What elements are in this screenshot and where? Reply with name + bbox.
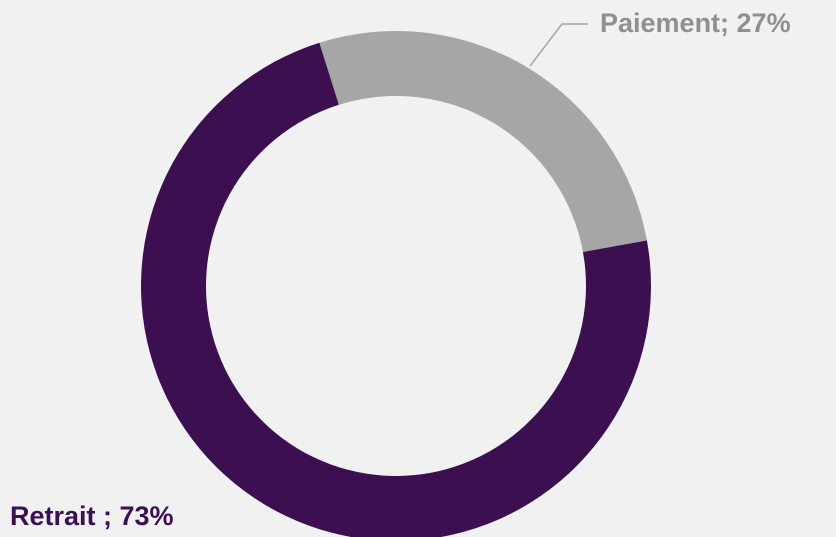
leader-line — [529, 23, 588, 67]
data-label: Retrait ; 73% — [10, 501, 174, 531]
data-label: Paiement; 27% — [600, 8, 791, 38]
donut-segment — [319, 30, 647, 253]
